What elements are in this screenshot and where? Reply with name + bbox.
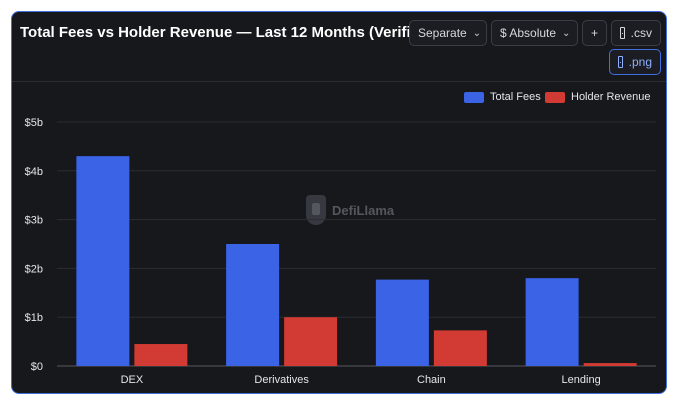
bar-total-fees-chain[interactable] bbox=[375, 279, 429, 366]
legend-item-holder-revenue[interactable]: Holder Revenue bbox=[545, 91, 651, 103]
bar-holder-revenue-lending[interactable] bbox=[583, 363, 637, 366]
plus-icon: + bbox=[590, 26, 598, 40]
file-icon bbox=[618, 56, 623, 68]
file-icon bbox=[620, 27, 625, 39]
bar-holder-revenue-derivatives[interactable] bbox=[284, 317, 338, 366]
legend-label-total-fees: Total Fees bbox=[490, 91, 541, 103]
y-tick-label: $4b bbox=[25, 166, 43, 178]
bar-holder-revenue-chain[interactable] bbox=[433, 330, 487, 366]
y-tick-label: $1b bbox=[25, 312, 43, 324]
csv-label: .csv bbox=[630, 26, 652, 40]
y-tick-label: $0 bbox=[31, 361, 43, 373]
chevron-down-icon: ⌄ bbox=[562, 27, 571, 39]
x-tick-label: Chain bbox=[417, 374, 446, 386]
x-tick-label: Derivatives bbox=[254, 374, 309, 386]
x-tick-label: DEX bbox=[121, 374, 144, 386]
y-tick-label: $2b bbox=[25, 263, 43, 275]
bar-total-fees-lending[interactable] bbox=[525, 278, 579, 366]
scale-select[interactable]: $ Absolute ⌄ bbox=[491, 20, 578, 46]
y-tick-label: $5b bbox=[25, 117, 43, 129]
bar-chart-plot: $0 $1b $2b $3b $4b $5b DEX Derivatives Chain Lend… bbox=[25, 117, 656, 386]
chart-title: Total Fees vs Holder Revenue — Last 12 M… bbox=[20, 24, 434, 41]
chart-card: Total Fees vs Holder Revenue — Last 12 M… bbox=[11, 11, 667, 394]
add-button[interactable]: + bbox=[582, 20, 607, 46]
watermark-text: DefiLlama bbox=[332, 202, 395, 218]
legend-item-total-fees[interactable]: Total Fees bbox=[464, 91, 541, 103]
mode-select[interactable]: Separate ⌄ bbox=[409, 20, 487, 46]
chevron-down-icon: ⌄ bbox=[472, 27, 482, 39]
download-png-button[interactable]: .png bbox=[609, 49, 661, 75]
legend-swatch-holder-revenue bbox=[545, 91, 565, 103]
watermark-logo: DefiLlama bbox=[306, 195, 394, 225]
bar-total-fees-dex[interactable] bbox=[76, 156, 130, 366]
legend-label-holder-revenue: Holder Revenue bbox=[571, 91, 651, 103]
y-tick-label: $3b bbox=[25, 215, 43, 227]
bar-total-fees-derivatives[interactable] bbox=[226, 244, 280, 366]
x-tick-label: Lending bbox=[562, 374, 601, 386]
png-label: .png bbox=[628, 55, 652, 69]
legend-swatch-total-fees bbox=[464, 91, 484, 103]
scale-select-label: $ Absolute bbox=[500, 26, 557, 40]
bar-holder-revenue-dex[interactable] bbox=[134, 344, 188, 366]
header-divider bbox=[12, 81, 666, 82]
download-csv-button[interactable]: .csv bbox=[611, 20, 661, 46]
mode-select-label: Separate bbox=[418, 26, 467, 40]
llama-logo-icon bbox=[306, 195, 326, 225]
